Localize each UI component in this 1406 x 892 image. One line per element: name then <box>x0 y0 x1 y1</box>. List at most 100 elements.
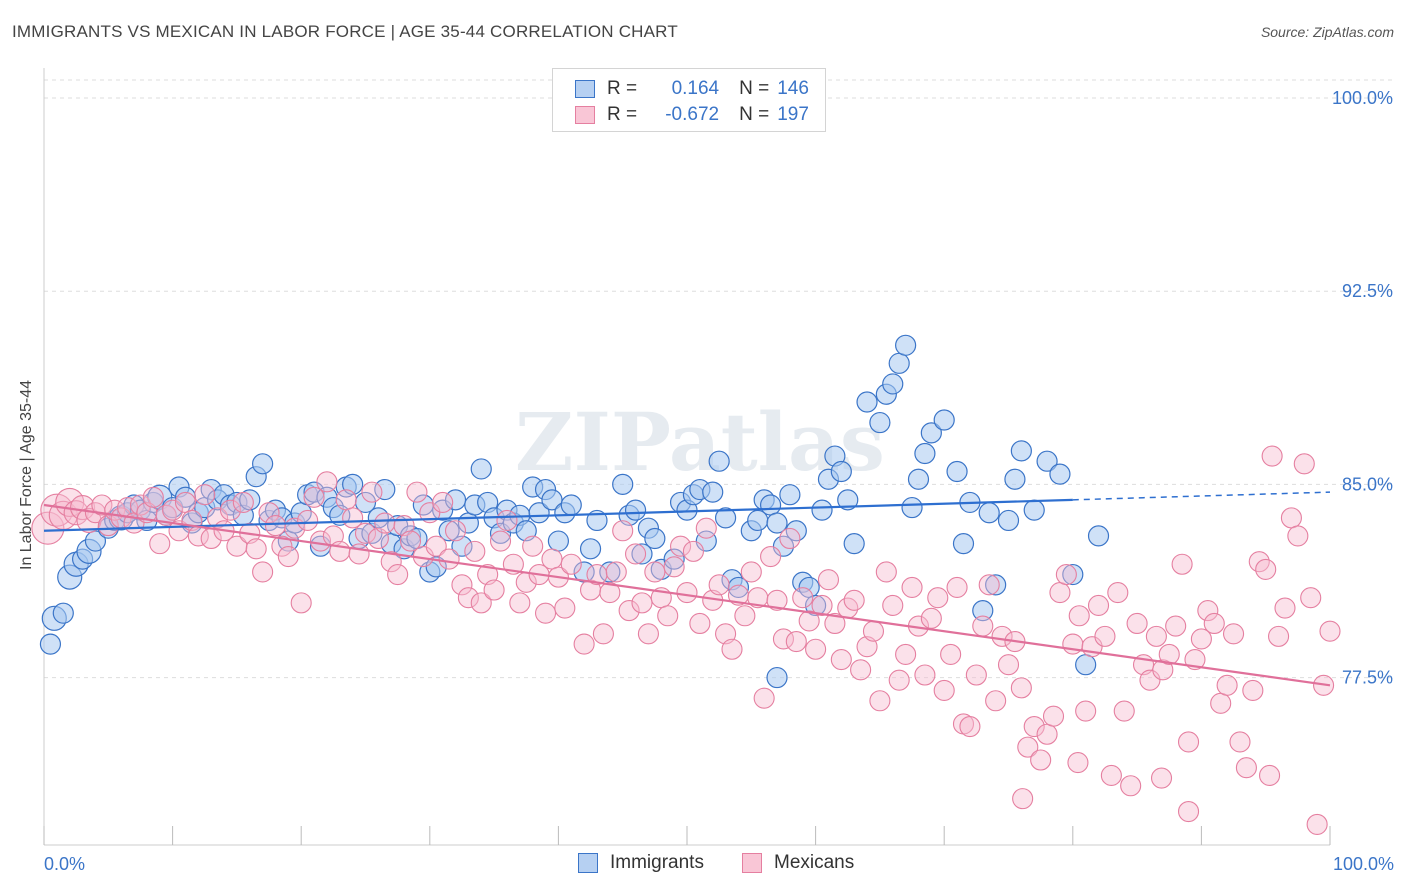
mexicans-point <box>534 602 557 624</box>
mexicans-point <box>1261 445 1283 467</box>
mexicans-point <box>1280 507 1302 529</box>
x-min-label: 0.0% <box>44 854 85 874</box>
mexicans-point <box>959 715 981 738</box>
mexicans-point <box>1049 582 1071 604</box>
immigrants-point <box>1023 499 1045 521</box>
mexicans-point <box>425 535 447 557</box>
mexicans-point <box>599 582 621 604</box>
r-value: -0.672 <box>665 104 720 125</box>
mexicans-point <box>985 690 1007 712</box>
series-legend: Immigrants Mexicans <box>0 852 1406 876</box>
mexicans-point <box>361 481 383 503</box>
mexicans-point <box>940 643 962 665</box>
x-max-label: 100.0% <box>1333 854 1394 874</box>
legend-item-mexicans[interactable]: Mexicans <box>742 852 854 874</box>
mexicans-point <box>760 545 782 568</box>
immigrants-point <box>1036 450 1058 472</box>
immigrants-point <box>1049 463 1071 485</box>
mexicans-point <box>1293 453 1315 475</box>
mexicans-point <box>997 654 1020 676</box>
axes <box>43 68 1331 846</box>
mexicans-point <box>207 507 229 529</box>
mexicans-point <box>335 489 357 511</box>
n-label: N = <box>739 104 770 125</box>
mexicans-point <box>290 592 312 614</box>
immigrants-points <box>39 334 1110 689</box>
immigrants-point <box>830 460 852 483</box>
mexicans-point <box>316 471 338 493</box>
y-tick-label: 77.5% <box>1342 668 1393 688</box>
mexicans-point <box>721 638 743 660</box>
mexicans-point <box>972 615 994 637</box>
immigrants-point <box>888 352 910 374</box>
immigrants-swatch <box>575 80 595 98</box>
mexicans-point <box>31 511 65 545</box>
mexicans-point <box>1087 594 1110 617</box>
mexicans-point <box>264 515 287 537</box>
stats-legend: R = 0.164 N = 146 R = -0.672 N = 197 <box>552 68 826 132</box>
immigrants-point <box>978 502 1000 524</box>
mexicans-point <box>399 530 422 552</box>
immigrants-point <box>837 489 859 511</box>
mexicans-point <box>991 625 1013 647</box>
mexicans-point <box>734 605 756 627</box>
immigrants-point <box>946 460 968 483</box>
mexicans-point <box>637 623 659 645</box>
mexicans-point <box>657 605 679 627</box>
mexicans-point <box>811 594 833 617</box>
trendlines <box>43 491 1331 687</box>
mexicans-point <box>592 623 614 645</box>
immigrants-point <box>972 600 994 622</box>
mexicans-point <box>91 494 113 516</box>
mexicans-point <box>1177 800 1200 823</box>
immigrants-point <box>560 494 582 516</box>
mexicans-point <box>367 527 389 550</box>
immigrants-point <box>714 507 737 529</box>
mexicans-point <box>670 535 692 557</box>
immigrants-point <box>895 334 917 356</box>
immigrants-point <box>39 633 62 655</box>
immigrants-point <box>933 409 955 431</box>
mexicans-point <box>245 538 267 560</box>
mexicans-point <box>862 620 885 642</box>
immigrants-point <box>708 450 730 472</box>
mexicans-point <box>451 574 473 596</box>
immigrants-point <box>451 535 473 557</box>
legend-item-immigrants[interactable]: Immigrants <box>578 852 704 874</box>
immigrants-point <box>779 484 801 506</box>
mexicans-point <box>1145 625 1167 647</box>
mexicans-point <box>779 527 801 550</box>
mexicans-point <box>901 576 923 598</box>
mexicans-point <box>1152 659 1174 681</box>
mexicans-point <box>1126 612 1148 635</box>
mexicans-point <box>303 486 325 508</box>
immigrants-point <box>644 527 666 550</box>
mexicans-point <box>1287 525 1309 547</box>
mexicans-point <box>1067 752 1089 774</box>
mexicans-point <box>271 535 293 557</box>
immigrants-point <box>907 468 930 490</box>
y-tick-label: 100.0% <box>1332 88 1393 108</box>
mexicans-point <box>219 499 242 521</box>
immigrants-point <box>586 509 608 532</box>
mexicans-point <box>573 633 595 655</box>
immigrants-point <box>914 442 936 465</box>
mexicans-point <box>1300 587 1322 609</box>
mexicans-point <box>1055 563 1077 586</box>
immigrants-point <box>766 512 788 534</box>
mexicans-point <box>927 587 949 609</box>
r-label: R = <box>607 104 638 125</box>
mexicans-point <box>682 540 704 562</box>
n-label: N = <box>739 78 770 99</box>
mexicans-point <box>1203 612 1225 635</box>
immigrants-point <box>1010 440 1032 462</box>
mexicans-point <box>309 530 332 552</box>
mexicans-point <box>1113 700 1135 722</box>
mexicans-point <box>252 561 274 583</box>
mexicans-point <box>965 664 987 686</box>
mexicans-point <box>708 574 730 596</box>
immigrants-point <box>1075 654 1097 676</box>
mexicans-point <box>1223 623 1245 645</box>
mexicans-point <box>689 612 711 635</box>
mexicans-trendline <box>43 503 1331 687</box>
